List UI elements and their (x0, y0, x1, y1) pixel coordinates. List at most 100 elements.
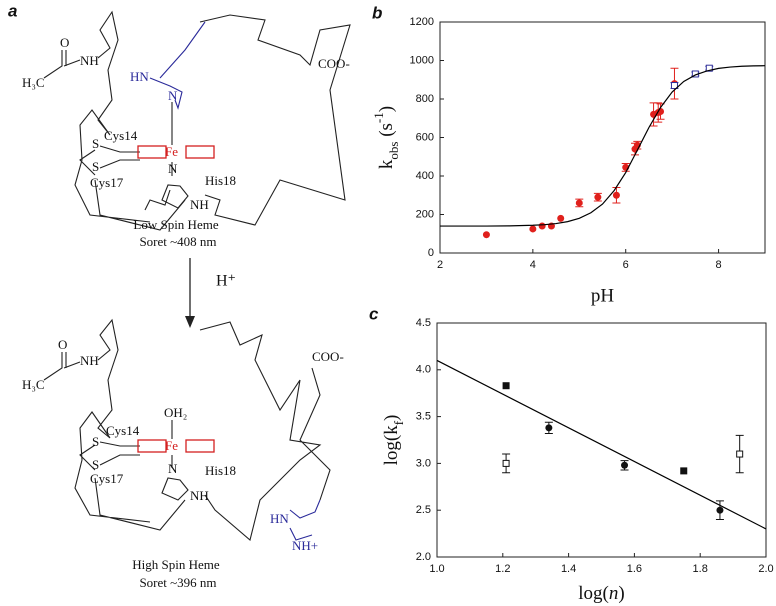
point (482, 231, 490, 239)
imidazole (161, 184, 189, 209)
atom: Fe (165, 438, 178, 453)
atom: OH₂ (164, 405, 187, 420)
y-tick-label: 1000 (410, 54, 434, 66)
y-tick-label: 200 (416, 208, 434, 220)
y-tick-label: 2.5 (416, 504, 431, 516)
heme-plane (185, 145, 215, 159)
y-tick-label: 600 (416, 131, 434, 143)
arrowhead (185, 316, 195, 328)
atom: O (60, 35, 69, 50)
caption: Low Spin Heme (133, 217, 218, 232)
axis-label-part: k (376, 159, 397, 169)
x-tick-label: 1.2 (495, 563, 510, 575)
heme-plane (137, 439, 167, 453)
heme-plane (137, 145, 167, 159)
y-tick-label: 3.5 (416, 411, 431, 423)
atom: HN (270, 511, 289, 526)
point (502, 459, 510, 467)
atom: NH (190, 197, 209, 212)
y-tick-label: 4.5 (416, 317, 431, 329)
x-tick-label: 1.4 (561, 563, 576, 575)
group: COO- (318, 56, 350, 71)
residue: Cys14 (106, 423, 140, 438)
histidine-ring (149, 21, 206, 110)
atom: O (58, 337, 67, 352)
panel-label: a (8, 1, 17, 20)
axis-label-part: obs (386, 142, 401, 160)
caption: Soret ~408 nm (139, 234, 216, 249)
axis-label: pH (591, 285, 615, 306)
atom: N (168, 461, 178, 476)
atom: NH (80, 353, 99, 368)
point (575, 199, 583, 207)
fit-line (436, 359, 767, 530)
backbone (43, 10, 351, 231)
y-tick-label: 1200 (410, 16, 434, 28)
axis-label-part: -1 (371, 112, 386, 123)
y-tick-label: 4.0 (416, 364, 431, 376)
y-tick-label: 800 (416, 93, 434, 105)
point (545, 424, 553, 432)
point (716, 506, 724, 514)
point (705, 64, 713, 72)
atom: NH (190, 488, 209, 503)
backbone (43, 318, 331, 541)
panel-label: b (372, 3, 382, 22)
x-tick-label: 2 (437, 259, 443, 271)
atom: HN (130, 69, 149, 84)
axis-label-part: (s (376, 123, 397, 141)
atom: S (92, 457, 99, 472)
point (502, 382, 510, 390)
point (670, 82, 678, 90)
axis-label: kobs (s-1) (371, 106, 401, 169)
axis-label-part: ) (376, 106, 397, 112)
residue: Cys17 (90, 471, 124, 486)
point (538, 222, 546, 230)
y-tick-label: 2.0 (416, 551, 431, 563)
point (680, 467, 688, 475)
caption: High Spin Heme (132, 557, 220, 572)
residue: His18 (205, 463, 236, 478)
atom: N (168, 88, 178, 103)
residue: Cys17 (90, 175, 124, 190)
residue: His18 (205, 173, 236, 188)
axis-label-part: log(k (381, 425, 402, 466)
x-tick-label: 2.0 (758, 563, 773, 575)
x-tick-label: 6 (623, 259, 629, 271)
atom: S (92, 434, 99, 449)
atom: S (92, 136, 99, 151)
atom: Fe (165, 144, 178, 159)
y-tick-label: 400 (416, 170, 434, 182)
x-tick-label: 1.6 (627, 563, 642, 575)
axis-label-part: ) (381, 415, 402, 421)
point (612, 191, 620, 199)
x-tick-label: 4 (530, 259, 536, 271)
point (557, 214, 565, 222)
plot-frame (436, 322, 767, 558)
residue: Cys14 (104, 128, 138, 143)
atom: N (168, 161, 178, 176)
point (529, 225, 537, 233)
x-tick-label: 1.8 (693, 563, 708, 575)
atom: NH (80, 53, 99, 68)
axis-label-part: ) (618, 583, 624, 604)
point (621, 461, 629, 469)
group: COO- (312, 349, 344, 364)
y-tick-label: 0 (428, 247, 434, 259)
point (736, 450, 744, 458)
caption: Soret ~396 nm (139, 575, 216, 590)
y-tick-label: 3.0 (416, 457, 431, 469)
atom: S (92, 159, 99, 174)
panel-a: a O NH H₃C S Cys14 S Cys17 Fe HN N N His… (8, 1, 351, 590)
atom: H₃C (22, 75, 45, 90)
histidine-ring (289, 499, 321, 541)
plot-frame (439, 21, 766, 254)
fit-line (440, 65, 766, 227)
x-tick-label: 8 (716, 259, 722, 271)
arrow-label: H⁺ (216, 273, 236, 290)
point (594, 193, 602, 201)
axis-label-part: f (391, 420, 406, 425)
axis-label: log(kf) (381, 415, 406, 466)
axis-label: log(n) (578, 583, 624, 604)
